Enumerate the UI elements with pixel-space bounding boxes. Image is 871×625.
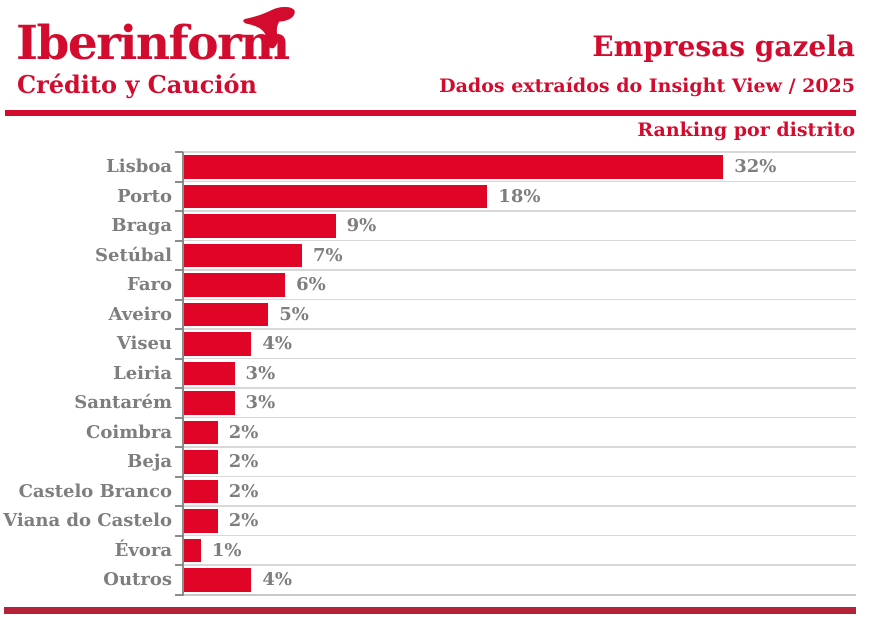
category-label: Santarém xyxy=(74,392,172,413)
bar xyxy=(184,361,235,385)
value-label: 7% xyxy=(312,244,343,266)
gridline xyxy=(182,357,856,360)
bar xyxy=(184,302,269,326)
value-label: 5% xyxy=(279,303,309,325)
bar xyxy=(184,420,218,444)
category-label: Leiria xyxy=(113,362,172,384)
gridline xyxy=(182,210,856,212)
logo-tagline: Crédito y Caución xyxy=(17,70,257,99)
page-subtitle: Dados extraídos do Insight View / 2025 xyxy=(439,75,855,97)
value-label: 2% xyxy=(228,451,259,472)
value-label: 2% xyxy=(228,421,259,443)
axis-tick xyxy=(175,298,183,301)
gridline xyxy=(182,298,856,301)
gridline xyxy=(182,446,856,448)
gridline xyxy=(182,416,856,419)
axis-tick xyxy=(175,387,183,389)
value-label: 3% xyxy=(245,362,276,384)
section-label: Ranking por distrito xyxy=(637,119,855,141)
bar xyxy=(184,155,724,179)
value-label: 2% xyxy=(228,480,259,502)
bar xyxy=(184,184,488,208)
value-label: 6% xyxy=(296,274,326,295)
category-label: Lisboa xyxy=(106,156,172,177)
category-label: Faro xyxy=(127,274,172,295)
bar xyxy=(184,479,218,503)
gridline xyxy=(182,239,856,242)
bar xyxy=(184,214,336,238)
axis-tick xyxy=(175,180,183,183)
header-divider xyxy=(5,110,856,116)
category-label: Aveiro xyxy=(108,303,172,325)
bar xyxy=(184,450,218,474)
bar-chart-plot-area: Lisboa 32% Porto 18% Braga 9% Setúbal 7% Faro 6% A… xyxy=(0,151,871,596)
gridline xyxy=(182,151,856,153)
value-label: 2% xyxy=(228,510,259,531)
bar xyxy=(184,391,235,415)
value-label: 32% xyxy=(734,156,777,177)
gridline xyxy=(182,475,856,478)
footer-divider xyxy=(4,607,856,614)
axis-tick xyxy=(175,475,183,478)
bird-swoosh-icon xyxy=(243,6,295,49)
bird-swoosh-path xyxy=(243,6,295,49)
axis-tick xyxy=(175,534,183,537)
bar xyxy=(184,243,302,267)
category-label: Évora xyxy=(114,539,172,561)
category-label: Viseu xyxy=(116,333,172,354)
axis-tick xyxy=(175,151,183,153)
value-label: 4% xyxy=(262,333,293,354)
category-label: Outros xyxy=(103,569,172,590)
gridline xyxy=(182,564,856,566)
value-label: 9% xyxy=(346,215,377,236)
category-label: Porto xyxy=(117,185,172,207)
bar xyxy=(184,568,252,592)
value-label: 1% xyxy=(211,539,242,561)
axis-tick xyxy=(175,210,183,212)
axis-tick xyxy=(175,269,183,271)
category-label: Viana do Castelo xyxy=(3,510,172,531)
logo-wordmark: Iberinform xyxy=(16,16,290,71)
value-label: 18% xyxy=(498,185,541,207)
axis-tick xyxy=(175,505,183,507)
bar xyxy=(184,332,252,356)
y-axis-line xyxy=(182,152,184,596)
axis-tick xyxy=(175,239,183,242)
category-label: Castelo Branco xyxy=(18,480,172,502)
bar xyxy=(184,509,218,533)
axis-tick xyxy=(175,416,183,419)
gridline xyxy=(182,328,856,330)
x-axis-line xyxy=(182,593,856,596)
category-label: Braga xyxy=(111,215,172,236)
gridline xyxy=(182,180,856,183)
gridline xyxy=(182,505,856,507)
axis-tick xyxy=(175,357,183,360)
bar xyxy=(184,538,201,562)
axis-tick xyxy=(175,446,183,448)
value-label: 4% xyxy=(262,569,293,590)
axis-tick xyxy=(175,564,183,566)
category-label: Coimbra xyxy=(86,421,172,443)
value-label: 3% xyxy=(245,392,276,413)
bar xyxy=(184,273,286,297)
category-label: Setúbal xyxy=(95,244,172,266)
category-label: Beja xyxy=(127,451,172,472)
gridline xyxy=(182,534,856,537)
axis-tick xyxy=(175,328,183,330)
gridline xyxy=(182,387,856,389)
gridline xyxy=(182,269,856,271)
page-title: Empresas gazela xyxy=(592,30,855,63)
axis-tick xyxy=(175,593,183,596)
